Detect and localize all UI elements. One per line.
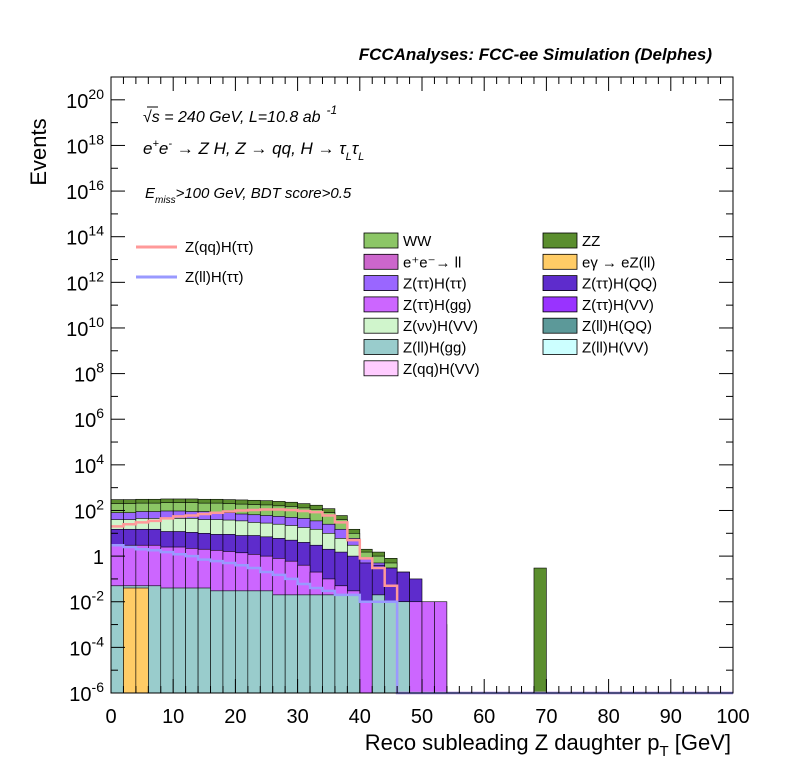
x-tick-label: 90 bbox=[660, 706, 682, 728]
legend-right-label: Z(ll)H(QQ) bbox=[582, 318, 652, 335]
legend-label: Z(qq)H(ττ) bbox=[185, 239, 254, 256]
bar-6-19 bbox=[347, 594, 361, 694]
y-tick-label: 106 bbox=[74, 405, 104, 432]
legend-right-swatch-2 bbox=[542, 275, 578, 292]
legend-mid-label: Z(νν)H(VV) bbox=[403, 318, 478, 335]
cut-label: Emiss>100 GeV, BDT score>0.5 bbox=[145, 185, 352, 206]
bar-5-20 bbox=[359, 601, 373, 694]
bar-6-17 bbox=[322, 594, 336, 694]
legend-mid-label: Z(ττ)H(ττ) bbox=[403, 276, 467, 293]
x-tick-label: 20 bbox=[224, 706, 246, 728]
bar-7-2 bbox=[135, 587, 149, 694]
bar-6-16 bbox=[309, 594, 323, 694]
bar-6-12 bbox=[259, 590, 274, 694]
bar-6-4 bbox=[160, 587, 174, 694]
plot-header: FCCAnalyses: FCC-ee Simulation (Delphes) bbox=[359, 45, 713, 64]
legend-right-label: Z(ll)H(VV) bbox=[582, 340, 649, 357]
bar-6-13 bbox=[272, 594, 286, 694]
legend-right-label: Z(ττ)H(VV) bbox=[582, 297, 654, 314]
bar-6-10 bbox=[235, 590, 249, 694]
bar-6-6 bbox=[185, 587, 199, 694]
x-tick-label: 30 bbox=[286, 706, 308, 728]
y-tick-label: 1012 bbox=[66, 268, 104, 295]
bar-6-3 bbox=[148, 585, 162, 694]
bar-6-21 bbox=[371, 594, 385, 694]
energy-lumi-label: √s = 240 GeV, L=10.8 ab -1 bbox=[143, 103, 337, 126]
legend-right-label: eγ → eZ(ll) bbox=[582, 254, 655, 271]
x-tick-label: 40 bbox=[349, 706, 371, 728]
y-tick-label: 1010 bbox=[66, 314, 104, 341]
bar-5-24 bbox=[409, 601, 423, 694]
y-tick-label: 1020 bbox=[66, 86, 104, 113]
bar-6-14 bbox=[284, 594, 298, 694]
bar-0-34 bbox=[533, 567, 547, 694]
legend-mid-label: Z(qq)H(VV) bbox=[403, 361, 480, 378]
x-axis: 0 10 20 30 40 50 60 70 80 90 100 bbox=[105, 77, 750, 728]
legend-mid-label: WW bbox=[403, 233, 432, 250]
y-tick-label: 1016 bbox=[66, 177, 104, 204]
bar-7-1 bbox=[123, 587, 137, 694]
x-tick-label: 50 bbox=[411, 706, 433, 728]
process-label: e+e- → Z H, Z → qq, H → τLτL bbox=[143, 138, 364, 163]
legend-right-swatch-0 bbox=[542, 232, 578, 249]
bar-6-5 bbox=[172, 587, 186, 694]
legend-mid-swatch-6 bbox=[363, 360, 399, 377]
legend-mid-swatch-0 bbox=[363, 232, 399, 249]
legend-label: Z(ll)H(ττ) bbox=[185, 269, 244, 286]
x-tick-label: 100 bbox=[716, 706, 749, 728]
y-tick-label: 10-6 bbox=[69, 679, 104, 706]
y-tick-label: 1 bbox=[93, 547, 104, 569]
legend-right-label: ZZ bbox=[582, 233, 600, 250]
bar-5-25 bbox=[421, 601, 435, 694]
y-tick-label: 102 bbox=[74, 496, 104, 523]
legend-mid-swatch-5 bbox=[363, 339, 399, 355]
bar-6-7 bbox=[197, 587, 211, 694]
legend-mid-swatch-4 bbox=[363, 317, 399, 334]
histogram-bars bbox=[110, 498, 547, 694]
legend-mid-label: Z(ττ)H(gg) bbox=[403, 297, 472, 314]
legend-right-swatch-5 bbox=[542, 339, 578, 355]
bar-6-9 bbox=[222, 590, 236, 694]
bar-6-11 bbox=[247, 590, 261, 694]
x-tick-label: 70 bbox=[535, 706, 557, 728]
legend-right-swatch-4 bbox=[542, 317, 578, 334]
legend-right-swatch-1 bbox=[542, 253, 578, 270]
y-axis-title: Events bbox=[26, 118, 51, 185]
bar-5-26 bbox=[434, 601, 448, 694]
legend-mid-swatch-1 bbox=[363, 253, 399, 270]
x-tick-label: 0 bbox=[105, 706, 116, 728]
bar-6-8 bbox=[210, 590, 224, 694]
y-tick-label: 10-4 bbox=[69, 633, 104, 660]
legend-right-label: Z(ττ)H(QQ) bbox=[582, 276, 657, 293]
x-tick-label: 60 bbox=[473, 706, 495, 728]
legend-mid-swatch-3 bbox=[363, 296, 399, 313]
y-axis: 10-6 10-4 10-2 1 102 104 106 108 1010 1012 1014 101… bbox=[66, 76, 733, 706]
legend-mid-swatch-2 bbox=[363, 275, 399, 292]
y-tick-label: 1014 bbox=[66, 223, 104, 250]
bar-6-23 bbox=[396, 601, 410, 694]
legend-right-swatch-3 bbox=[542, 296, 578, 313]
y-tick-label: 104 bbox=[74, 451, 104, 478]
legend: Z(qq)H(ττ) Z(ll)H(ττ) WW e⁺e⁻→ ll Z(ττ)H(ττ)… bbox=[136, 232, 657, 378]
bar-6-15 bbox=[297, 594, 311, 694]
y-tick-label: 10-2 bbox=[69, 588, 104, 615]
x-tick-label: 80 bbox=[597, 706, 619, 728]
x-tick-label: 10 bbox=[162, 706, 184, 728]
legend-mid-label: Z(ll)H(gg) bbox=[403, 340, 466, 357]
legend-mid-label: e⁺e⁻→ ll bbox=[403, 254, 461, 271]
y-tick-label: 108 bbox=[74, 360, 104, 387]
y-tick-label: 1018 bbox=[66, 131, 104, 158]
bar-6-22 bbox=[384, 601, 398, 694]
x-axis-title: Reco subleading Z daughter pT [GeV] bbox=[365, 730, 731, 760]
bar-6-18 bbox=[334, 594, 348, 694]
